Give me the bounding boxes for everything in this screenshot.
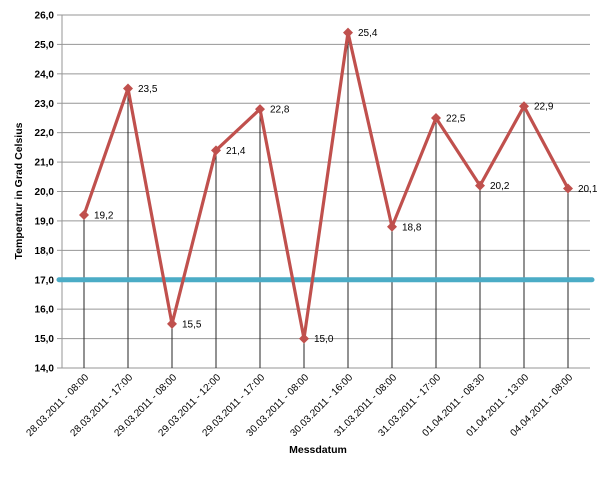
data-point-marker bbox=[79, 210, 89, 221]
y-tick-label: 18,0 bbox=[35, 246, 55, 257]
y-axis-title: Temperatur in Grad Celsius bbox=[13, 122, 25, 259]
y-tick-label: 26,0 bbox=[35, 11, 55, 22]
y-tick-label: 19,0 bbox=[35, 216, 55, 227]
data-point-marker bbox=[343, 27, 353, 38]
data-point-label: 20,1 bbox=[578, 184, 598, 195]
y-tick-label: 22,0 bbox=[35, 128, 55, 139]
y-tick-label: 23,0 bbox=[35, 99, 55, 110]
y-tick-label: 24,0 bbox=[35, 69, 55, 80]
data-point-marker bbox=[211, 145, 221, 156]
data-point-label: 25,4 bbox=[358, 28, 378, 39]
data-point-label: 15,5 bbox=[182, 319, 202, 330]
data-point-label: 22,8 bbox=[270, 105, 290, 116]
y-tick-label: 25,0 bbox=[35, 40, 55, 51]
y-tick-label: 14,0 bbox=[35, 364, 55, 375]
y-tick-label: 20,0 bbox=[35, 187, 55, 198]
dropline-layer bbox=[83, 32, 569, 368]
y-tick-label: 17,0 bbox=[35, 275, 55, 286]
data-point-marker bbox=[167, 318, 177, 329]
data-point-label: 22,9 bbox=[534, 102, 554, 113]
data-point-label: 20,2 bbox=[490, 181, 510, 192]
y-tick-label: 15,0 bbox=[35, 334, 55, 345]
data-point-label: 21,4 bbox=[226, 146, 246, 157]
data-point-marker bbox=[563, 183, 573, 194]
data-point-label: 15,0 bbox=[314, 334, 334, 345]
data-point-marker bbox=[387, 221, 397, 232]
data-point-label: 18,8 bbox=[402, 222, 422, 233]
x-axis-title: Messdatum bbox=[289, 444, 347, 456]
data-point-marker bbox=[123, 83, 133, 94]
series-layer bbox=[79, 27, 573, 344]
data-point-marker bbox=[431, 112, 441, 123]
grid-layer: 14,0 15,0 16,0 17,0 18,0 19,0 20,0 21,0 22,0 23,0… bbox=[35, 11, 590, 375]
data-point-label: 22,5 bbox=[446, 113, 466, 124]
data-point-marker bbox=[255, 104, 265, 115]
data-point-marker bbox=[299, 333, 309, 344]
data-point-label: 23,5 bbox=[138, 84, 158, 95]
y-tick-label: 21,0 bbox=[35, 158, 55, 169]
y-tick-label: 16,0 bbox=[35, 305, 55, 316]
data-point-label: 19,2 bbox=[94, 211, 114, 222]
data-point-marker bbox=[519, 101, 529, 112]
temperature-series-line bbox=[82, 31, 570, 341]
data-point-marker bbox=[475, 180, 485, 191]
